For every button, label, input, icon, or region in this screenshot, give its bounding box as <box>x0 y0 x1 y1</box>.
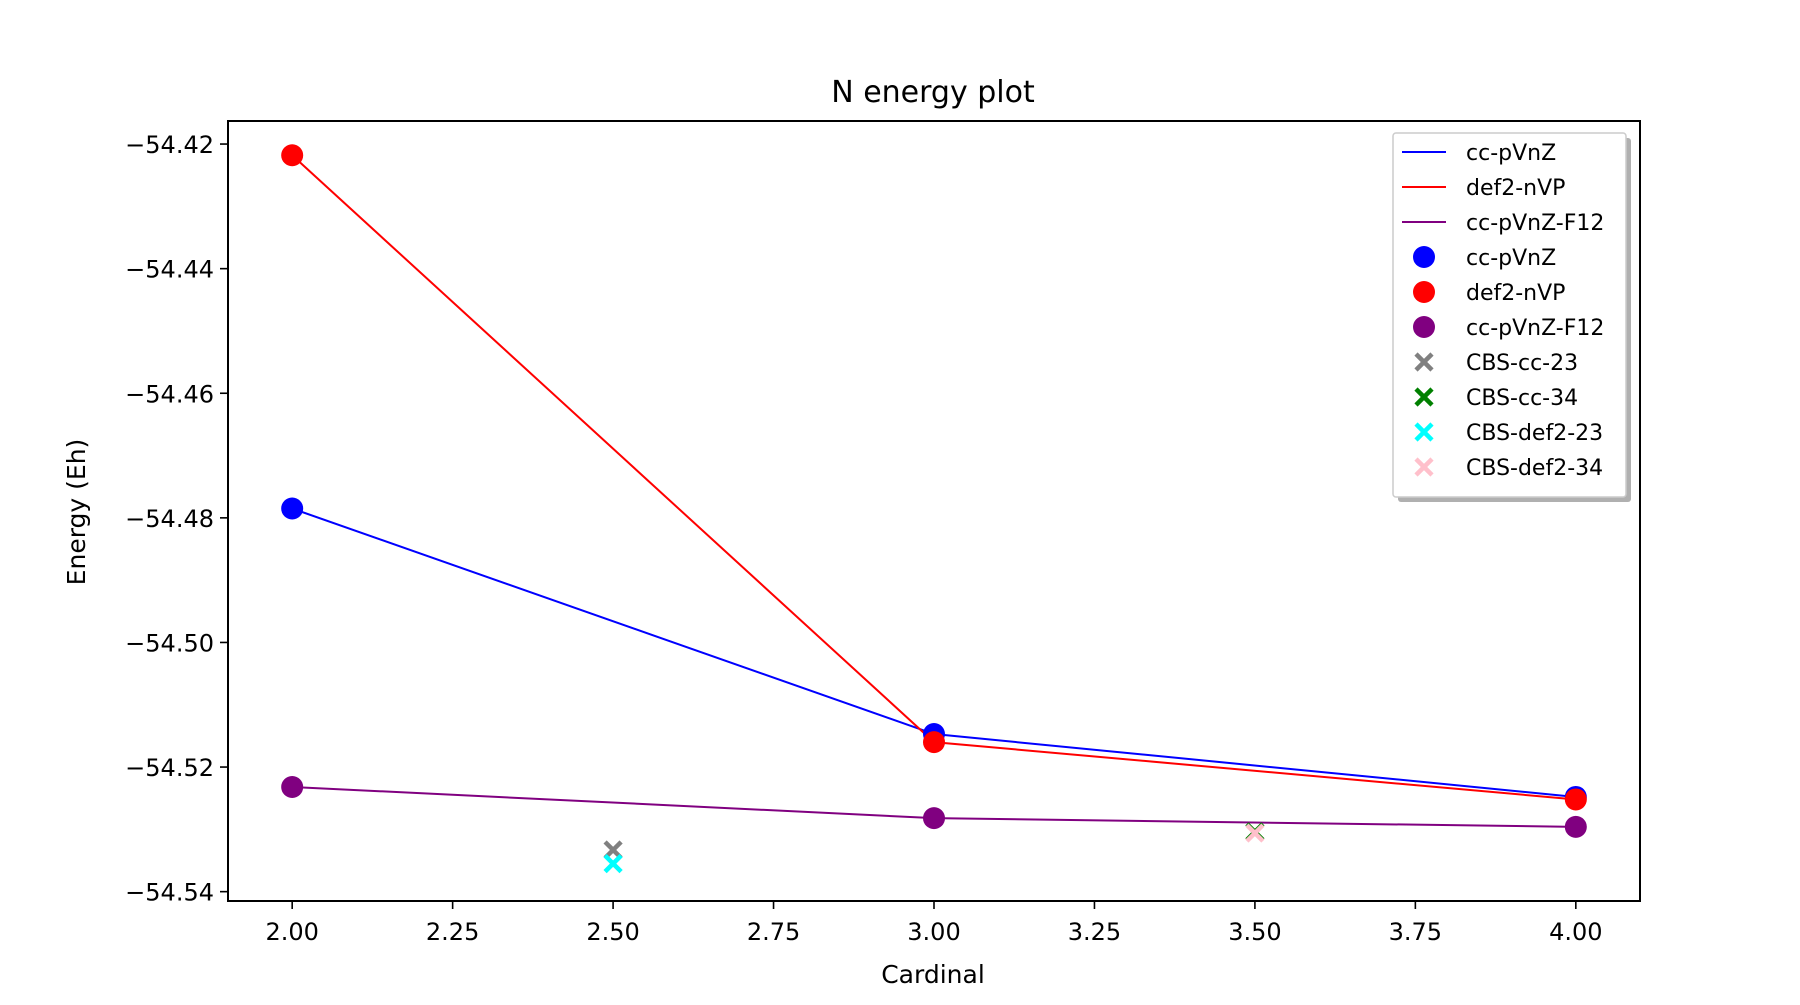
cbs-point-CBS-def2-23 <box>603 854 623 874</box>
series-line-cc-pVnZ <box>291 507 1576 798</box>
x-tick-label: 3.00 <box>907 918 960 946</box>
series-line-def2-nVP <box>291 154 1576 801</box>
x-tick-label: 3.50 <box>1228 918 1281 946</box>
y-tick-label: −54.42 <box>125 131 214 159</box>
data-point-cc-pVnZ-F12 <box>1564 815 1587 838</box>
legend-marker-def2-nVP <box>1413 281 1435 303</box>
y-tick-label: −54.50 <box>125 629 214 657</box>
data-point-def2-nVP <box>281 144 304 167</box>
legend-label: CBS-cc-23 <box>1466 351 1578 376</box>
x-axis-label: Cardinal <box>881 960 985 989</box>
legend-marker-CBS-def2-34 <box>1414 457 1434 477</box>
legend-marker-CBS-cc-34 <box>1414 387 1434 407</box>
y-tick-label: −54.46 <box>125 380 214 408</box>
y-axis-label: Energy (Eh) <box>62 439 91 586</box>
data-point-def2-nVP <box>923 731 945 754</box>
y-tick-label: −54.44 <box>125 256 214 284</box>
x-tick-label: 2.50 <box>586 918 639 946</box>
x-tick-label: 2.00 <box>265 918 318 946</box>
legend-marker-CBS-def2-23 <box>1414 422 1434 442</box>
legend-label: CBS-cc-34 <box>1466 386 1578 411</box>
legend-label: cc-pVnZ <box>1466 141 1556 166</box>
plot-area: 2.00 2.25 2.50 2.75 3.00 3.25 3.50 3.75 4.00 −54.… <box>125 120 1641 946</box>
chart-title: N energy plot <box>831 75 1035 110</box>
legend-label: CBS-def2-34 <box>1466 456 1603 481</box>
data-point-cc-pVnZ <box>281 497 304 520</box>
x-tick-label: 3.75 <box>1389 918 1442 946</box>
legend-label: def2-nVP <box>1466 176 1565 201</box>
legend-label: cc-pVnZ-F12 <box>1466 316 1604 341</box>
legend: cc-pVnZ def2-nVP cc-pVnZ-F12 cc-pVnZ def2-nV… <box>1392 132 1631 502</box>
y-tick-label: −54.54 <box>125 879 214 907</box>
data-point-cc-pVnZ-F12 <box>923 807 945 830</box>
legend-label: CBS-def2-23 <box>1466 421 1603 446</box>
y-tick-label: −54.48 <box>125 505 214 533</box>
cbs-point-CBS-def2-34 <box>1245 823 1265 843</box>
x-tick-label: 4.00 <box>1549 918 1602 946</box>
legend-label: cc-pVnZ-F12 <box>1466 211 1604 236</box>
legend-label: def2-nVP <box>1466 281 1565 306</box>
legend-marker-cc-pVnZ-F12 <box>1413 316 1435 338</box>
data-point-cc-pVnZ-F12 <box>281 775 304 798</box>
x-tick-label: 2.75 <box>747 918 800 946</box>
legend-label: cc-pVnZ <box>1466 246 1556 271</box>
legend-marker-cc-pVnZ <box>1413 246 1435 268</box>
legend-box <box>1392 132 1627 498</box>
data-point-def2-nVP <box>1564 788 1587 811</box>
x-tick-label: 2.25 <box>426 918 479 946</box>
y-tick-label: −54.52 <box>125 754 214 782</box>
legend-marker-CBS-cc-23 <box>1414 352 1434 372</box>
x-tick-label: 3.25 <box>1068 918 1121 946</box>
